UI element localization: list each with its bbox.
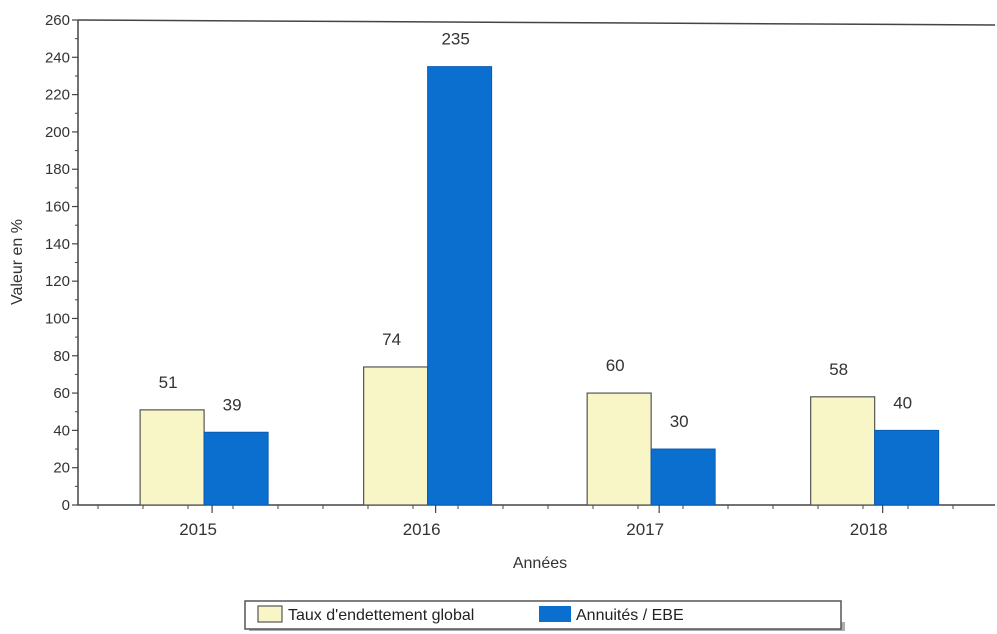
legend-swatch-taux <box>257 605 283 623</box>
bar-annuites-ebe <box>427 66 493 506</box>
x-tick-label: 2018 <box>850 520 888 539</box>
bar-annuites-ebe <box>650 448 716 506</box>
data-label: 74 <box>382 330 401 349</box>
y-tick-label: 40 <box>53 422 70 439</box>
data-label: 40 <box>893 393 912 412</box>
bar-taux-endettement <box>586 392 652 506</box>
y-tick-label: 180 <box>45 161 70 178</box>
y-tick-label: 200 <box>45 124 70 141</box>
legend: Taux d'endettement global Annuités / EBE <box>244 600 845 631</box>
bar-taux-endettement <box>363 366 429 506</box>
y-tick-label: 120 <box>45 273 70 290</box>
y-tick-label: 220 <box>45 87 70 104</box>
legend-swatch-annuites <box>539 606 571 622</box>
bar-annuites-ebe <box>203 431 269 506</box>
data-label: 30 <box>670 412 689 431</box>
x-ticks: 2015 2016 2017 2018 <box>97 505 954 539</box>
y-tick-label: 0 <box>62 497 70 514</box>
data-label: 235 <box>441 30 469 49</box>
y-tick-label: 80 <box>53 348 70 365</box>
data-label: 51 <box>159 373 178 392</box>
x-tick-label: 2017 <box>626 520 664 539</box>
y-tick-label: 60 <box>53 385 70 402</box>
bar-taux-endettement <box>810 396 876 506</box>
x-tick-label: 2016 <box>403 520 441 539</box>
y-tick-label: 100 <box>45 310 70 327</box>
plot-top-border <box>77 19 996 26</box>
bar-taux-endettement <box>139 409 205 506</box>
y-tick-label: 240 <box>45 49 70 66</box>
data-label: 60 <box>606 356 625 375</box>
y-axis-title: Valeur en % <box>9 219 26 305</box>
y-tick-label: 260 <box>45 12 70 29</box>
bar-annuites-ebe <box>874 429 940 506</box>
y-tick-label: 20 <box>53 460 70 477</box>
y-tick-label: 160 <box>45 199 70 216</box>
y-tick-label: 140 <box>45 236 70 253</box>
x-tick-label: 2015 <box>179 520 217 539</box>
data-labels: 51 39 74 235 60 30 58 40 <box>159 30 912 431</box>
legend-label-annuites: Annuités / EBE <box>576 607 684 624</box>
bars <box>139 66 940 506</box>
x-axis-title: Années <box>513 555 567 572</box>
data-label: 39 <box>223 395 242 414</box>
data-label: 58 <box>829 360 848 379</box>
legend-label-taux: Taux d'endettement global <box>288 607 474 624</box>
y-ticks: 0 20 40 60 80 100 120 140 160 180 200 220 240 260 <box>45 12 78 514</box>
